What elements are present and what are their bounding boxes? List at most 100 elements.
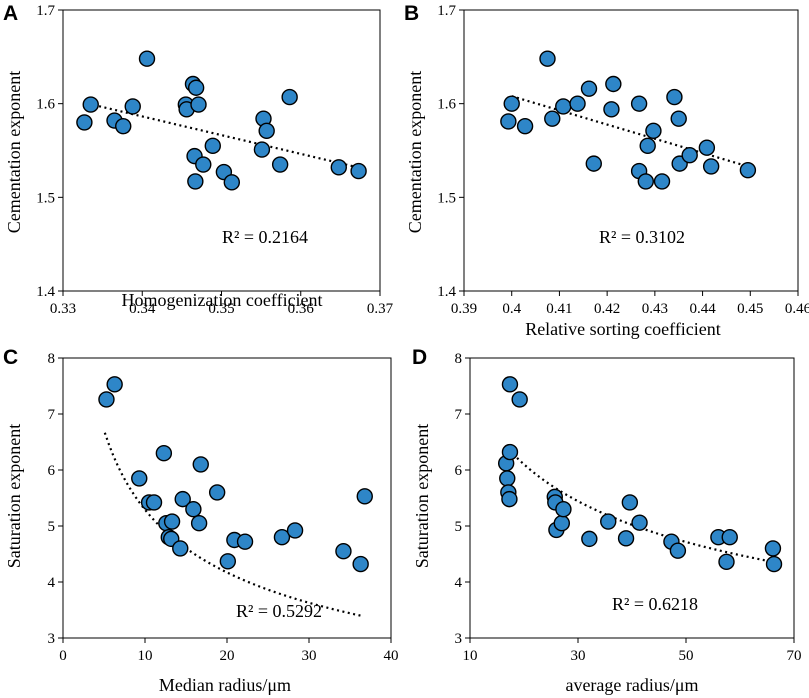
panel-a-data-point xyxy=(223,174,241,191)
panel-d-points xyxy=(497,376,783,573)
panel-d-data-point xyxy=(501,376,519,393)
panel-d-x-tick-label: 30 xyxy=(571,648,586,664)
panel-b-data-point xyxy=(637,173,654,190)
panel-a-x-tick-label: 0.37 xyxy=(367,301,394,317)
panel-a-x-tick-label: 0.33 xyxy=(50,301,76,317)
panel-a-data-point xyxy=(258,122,275,140)
panel-a-x-tick-label: 0.36 xyxy=(288,301,315,317)
panel-b-data-point xyxy=(516,117,534,135)
panel-d-y-tick-label: 4 xyxy=(455,575,463,591)
panel-c-data-point xyxy=(155,445,173,462)
panel-d-data-point xyxy=(721,529,738,546)
panel-b-x-tick-label: 0.4 xyxy=(502,301,521,317)
panel-a-data-point xyxy=(82,96,99,113)
panel-b-data-point xyxy=(555,98,572,115)
panel-d-r2-label: R² = 0.6218 xyxy=(612,594,698,614)
panel-b-data-point xyxy=(666,88,683,106)
panel-a-data-point xyxy=(190,96,207,113)
panel-a-data-point xyxy=(76,114,93,131)
panel-a-data-point xyxy=(187,79,205,96)
panel-d-x-tick-label: 50 xyxy=(679,648,694,664)
panel-a-x-tick-label: 0.34 xyxy=(129,301,156,317)
panel-b-data-point xyxy=(739,161,757,179)
panel-d-label: D xyxy=(412,346,427,369)
panel-a-data-point xyxy=(138,50,156,67)
panel-d-data-point xyxy=(764,540,782,557)
panel-a-data-point xyxy=(124,98,141,115)
panel-a-data-point xyxy=(195,156,212,173)
panel-c-data-point xyxy=(98,391,115,408)
panel-b-data-point xyxy=(681,146,698,164)
panel-c-y-axis-title: Saturation exponent xyxy=(4,424,24,568)
panel-b-data-point xyxy=(544,110,561,127)
panel-c-data-point xyxy=(174,490,191,508)
panel-b-label: B xyxy=(404,2,419,25)
panel-c-y-tick-label: 3 xyxy=(48,631,56,647)
panel-d-x-tick-label: 70 xyxy=(787,648,802,664)
panel-b-x-tick-label: 0.46 xyxy=(785,301,809,317)
panel-c-x-tick-label: 20 xyxy=(220,648,235,664)
panel-b-data-point xyxy=(569,95,586,112)
panel-b-data-point xyxy=(653,173,671,190)
panel-c-data-point xyxy=(145,494,163,511)
panel-d-y-tick-label: 6 xyxy=(455,463,463,479)
panel-c-data-point xyxy=(208,484,226,501)
panel-a-data-point xyxy=(115,117,132,135)
panel-a-x-axis-title: Homogenization coefficient xyxy=(121,290,322,310)
panel-d-y-tick-label: 7 xyxy=(455,407,463,423)
panel-c-label: C xyxy=(3,346,18,369)
panel-c-data-point xyxy=(172,540,189,557)
panel-c-r2-label: R² = 0.5292 xyxy=(236,601,322,621)
panel-a-plot-frame xyxy=(62,9,381,292)
panel-a-y-axis-title: Cementation exponent xyxy=(4,71,24,233)
panel-d-y-tick-label: 8 xyxy=(455,351,463,367)
panel-a-data-point xyxy=(281,88,298,106)
panel-c-data-point xyxy=(236,533,254,550)
panel-c-plot-frame xyxy=(62,357,392,639)
panel-d-data-point xyxy=(631,514,648,531)
panel-a-data-point xyxy=(204,137,221,155)
panel-c-x-tick-label: 0 xyxy=(59,648,67,664)
panel-d-data-point xyxy=(501,443,519,461)
panel-a-data-point xyxy=(330,159,347,176)
panel-a-y-tick-label: 1.6 xyxy=(36,97,55,113)
panel-d-data-point xyxy=(499,470,516,487)
panel-b-data-point xyxy=(630,95,648,112)
panel-c-data-point xyxy=(190,515,208,532)
panel-d-data-point xyxy=(555,501,572,518)
panel-d-y-axis-title: Saturation exponent xyxy=(412,424,432,568)
panel-b-y-tick-label: 1.6 xyxy=(437,97,456,113)
panel-b-data-point xyxy=(580,80,598,97)
panel-d-data-point xyxy=(621,494,639,511)
panel-b-y-tick-label: 1.4 xyxy=(437,284,456,300)
panel-c-x-tick-label: 40 xyxy=(384,648,399,664)
panel-a-ticks: 0.33 0.34 0.35 0.36 0.37 1.4 1.5 1.6 1.7 xyxy=(36,3,393,317)
panel-c-data-point xyxy=(286,522,304,539)
panel-c-data-point xyxy=(131,470,148,487)
panel-d-data-point xyxy=(669,542,687,559)
panel-c-x-tick-label: 30 xyxy=(302,648,317,664)
panel-b-data-point xyxy=(539,50,556,67)
panel-c-data-point xyxy=(163,513,181,530)
panel-c-data-point xyxy=(106,376,123,393)
panel-a-trendline xyxy=(88,102,359,169)
panel-b-data-point xyxy=(702,158,720,175)
panel-c-data-point xyxy=(352,555,369,573)
panel-b-data-point xyxy=(603,101,620,118)
panel-a-data-point xyxy=(253,141,271,158)
panel-a-x-tick-label: 0.35 xyxy=(208,301,234,317)
panel-a-y-tick-label: 1.4 xyxy=(36,284,55,300)
panel-c-x-axis-title: Median radius/μm xyxy=(159,675,291,695)
panel-d-ticks: 10 30 50 70 3 4 5 6 7 8 xyxy=(455,351,802,664)
panel-c-y-tick-label: 5 xyxy=(48,519,56,535)
panel-b-data-point xyxy=(698,139,716,156)
panel-c-data-point xyxy=(356,488,373,505)
panel-d-data-point xyxy=(600,513,617,530)
panel-a-data-point xyxy=(187,173,204,190)
panel-a-data-point xyxy=(271,156,289,173)
panel-b-y-tick-label: 1.5 xyxy=(437,190,456,206)
panel-b-data-point xyxy=(670,110,687,127)
panel-c-trendline xyxy=(103,432,364,618)
panel-d: D Saturation exponent average radius/μm … xyxy=(412,346,802,695)
